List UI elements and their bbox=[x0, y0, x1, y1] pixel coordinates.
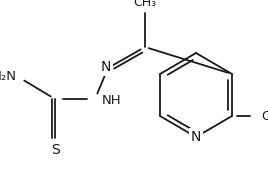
Text: S: S bbox=[51, 143, 59, 157]
Text: CH₃: CH₃ bbox=[133, 0, 157, 9]
Text: N: N bbox=[101, 60, 111, 74]
Text: H₂N: H₂N bbox=[0, 70, 17, 83]
Text: CH₃: CH₃ bbox=[261, 109, 268, 122]
Text: NH: NH bbox=[102, 94, 122, 107]
Text: N: N bbox=[191, 130, 201, 144]
